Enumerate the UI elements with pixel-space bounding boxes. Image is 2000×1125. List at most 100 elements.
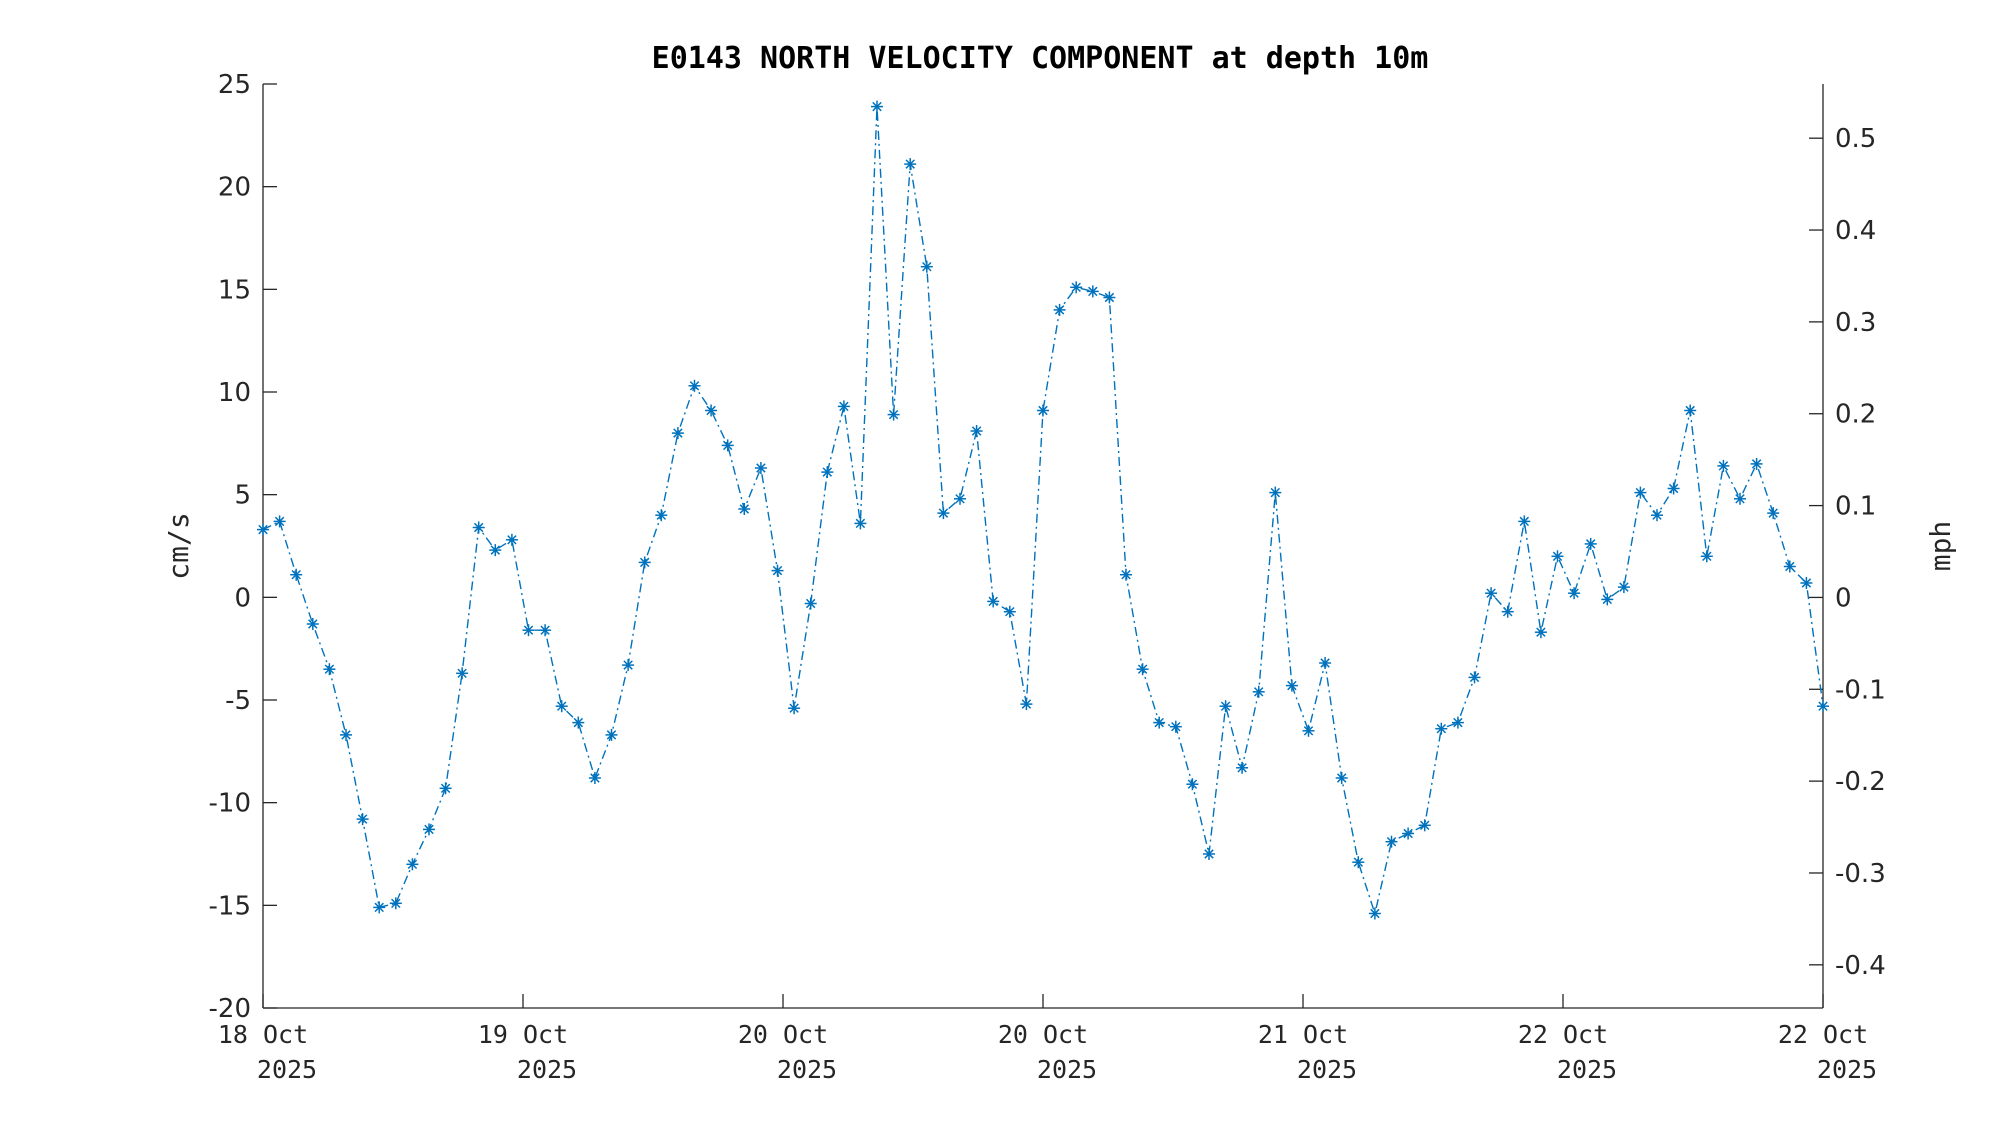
data-point [871,100,883,113]
y2-tick-label: 0.4 [1835,216,1876,246]
data-point [472,521,485,534]
data-point [1020,698,1033,711]
data-point [505,533,518,546]
data-point [1651,509,1663,522]
data-point [937,507,950,520]
chart-title: E0143 NORTH VELOCITY COMPONENT at depth … [652,41,1429,76]
y2-tick-label: -0.4 [1835,951,1886,981]
data-point [356,813,369,826]
data-point [1767,507,1780,520]
data-point [373,901,386,914]
data-point [1368,907,1381,920]
data-point [854,517,867,530]
data-point [1717,459,1730,472]
y2-tick-label: 0.3 [1835,308,1876,338]
data-point [1186,778,1199,791]
data-point [1219,700,1232,713]
data-point [837,400,850,413]
data-point [1153,716,1166,729]
data-point [1418,819,1431,832]
y-axis-left-ticks: -20 -15 -10 -5 0 5 10 15 20 25 [209,70,277,1024]
data-point [539,624,552,637]
data-point [1584,537,1597,550]
x-tick-label-year: 2025 [1297,1055,1357,1084]
y-tick-label: 0 [234,583,251,613]
data-point [1003,605,1016,618]
data-point [1236,761,1249,774]
y-axis-right-label: mph [1924,521,1957,572]
data-point [1684,404,1697,417]
data-point [1136,663,1149,676]
x-axis-ticks: 18 Oct 2025 19 Oct 2025 20 Oct 2025 20 Oct 2025… [218,994,1877,1084]
y-tick-label: -5 [225,686,251,716]
series-line [257,100,1829,920]
data-point [257,523,269,536]
data-point [1402,827,1415,840]
data-point [1285,679,1298,692]
data-point [904,158,917,171]
data-point [1086,285,1099,298]
data-point [1551,550,1564,563]
data-point [671,427,684,440]
data-point [1385,835,1398,848]
data-point [423,823,435,836]
data-point [572,716,585,729]
y2-tick-label: -0.2 [1835,767,1886,797]
y-tick-label: -15 [209,891,251,921]
data-point [771,564,784,577]
data-point [456,667,469,680]
data-point [1302,724,1315,737]
data-point [522,624,535,637]
data-point [323,663,336,676]
data-point [887,408,900,421]
data-point [439,782,452,795]
x-tick-label-year: 2025 [257,1055,317,1084]
data-point [1203,848,1215,860]
data-point [1120,568,1132,581]
series-path [262,106,1824,917]
x-tick-label-year: 2025 [1557,1055,1617,1084]
data-point [1817,700,1829,713]
data-point [705,404,718,417]
x-tick-label-day: 19 Oct [478,1020,568,1049]
data-point [1335,772,1348,784]
y2-tick-label: 0.2 [1835,400,1876,430]
x-tick-label-year: 2025 [1817,1055,1877,1084]
x-tick-label-day: 22 Oct [1518,1020,1608,1049]
data-point [1468,671,1481,684]
data-point [721,439,734,452]
data-point [1103,291,1116,304]
x-tick-label-day: 21 Oct [1258,1020,1348,1049]
data-point [1667,482,1680,495]
data-point [1750,457,1763,470]
x-tick-label-day: 18 Oct [218,1020,308,1049]
y2-tick-label: 0.1 [1835,492,1876,522]
data-point [273,515,286,528]
y-tick-label: 5 [234,481,251,511]
data-point [821,466,834,479]
data-point [954,492,966,505]
data-point [1700,550,1713,563]
x-tick-label-year: 2025 [1037,1055,1097,1084]
data-point [788,702,801,715]
data-point [1734,492,1746,505]
data-point [1269,486,1282,499]
data-point [638,556,651,569]
data-point [340,728,352,741]
data-point [1518,515,1531,528]
data-point [1601,593,1614,606]
data-point [970,425,983,437]
data-point [290,568,303,581]
data-point [1435,722,1448,735]
data-point [1783,560,1796,573]
y-tick-label: -20 [209,994,251,1024]
data-point [738,503,751,515]
data-point [1352,856,1365,869]
x-tick-label-year: 2025 [777,1055,837,1084]
data-point [555,700,568,713]
data-point [1319,657,1332,669]
data-point [1534,626,1547,639]
y2-tick-label: 0.5 [1835,124,1876,154]
x-tick-label-day: 20 Oct [998,1020,1088,1049]
